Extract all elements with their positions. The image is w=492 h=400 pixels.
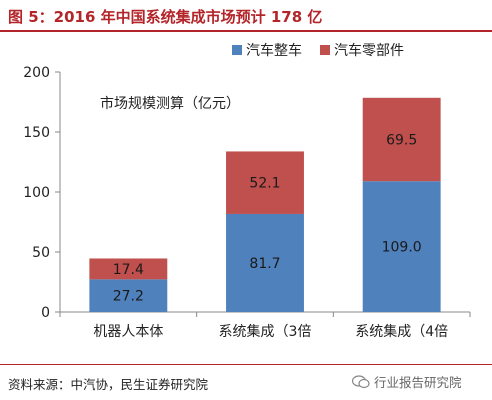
x-tick-label: 机器人本体 <box>93 324 163 340</box>
bar-segment <box>226 213 304 312</box>
footer-rule <box>0 364 492 365</box>
figure-header: 图 5：2016 年中国系统集成市场预计 178 亿 <box>0 0 492 32</box>
watermark-text: 行业报告研究院 <box>374 375 462 390</box>
bar-segment <box>89 258 168 280</box>
bar-segment <box>362 97 441 182</box>
bar-segment <box>89 279 168 312</box>
bar-segment <box>226 151 304 214</box>
data-label: 69.5 <box>386 133 417 149</box>
y-tick-label: 150 <box>23 125 50 141</box>
watermark: 行业报告研究院 <box>352 372 462 391</box>
legend-label: 汽车零部件 <box>334 42 404 59</box>
x-tick-label: 系统集成（3倍 <box>219 323 312 340</box>
stacked-bar-chart: 0 50 100 150 200 27.2 17.4 机器人本体 81.7 52.1 系统集成（3倍… <box>23 42 471 340</box>
figure-title: 图 5：2016 年中国系统集成市场预计 178 亿 <box>8 8 323 26</box>
chart-annotation: 市场规模测算（亿元） <box>100 95 240 112</box>
data-label: 17.4 <box>113 262 144 278</box>
data-label: 109.0 <box>382 240 422 256</box>
y-tick-label: 50 <box>32 245 50 261</box>
legend-label: 汽车整车 <box>246 42 302 59</box>
header-rule <box>0 30 492 32</box>
y-tick-label: 200 <box>23 65 50 81</box>
data-label: 27.2 <box>113 289 144 305</box>
y-tick-label: 0 <box>41 305 50 321</box>
y-tick-label: 100 <box>23 185 50 201</box>
legend-swatch <box>320 45 330 55</box>
legend-swatch <box>232 45 242 55</box>
wechat-icon <box>352 374 370 388</box>
source-note: 资料来源：中汽协，民生证券研究院 <box>8 377 209 392</box>
bar-segment <box>362 181 441 312</box>
data-label: 52.1 <box>249 176 280 192</box>
data-label: 81.7 <box>249 256 280 272</box>
x-tick-label: 系统集成（4倍 <box>355 323 448 340</box>
